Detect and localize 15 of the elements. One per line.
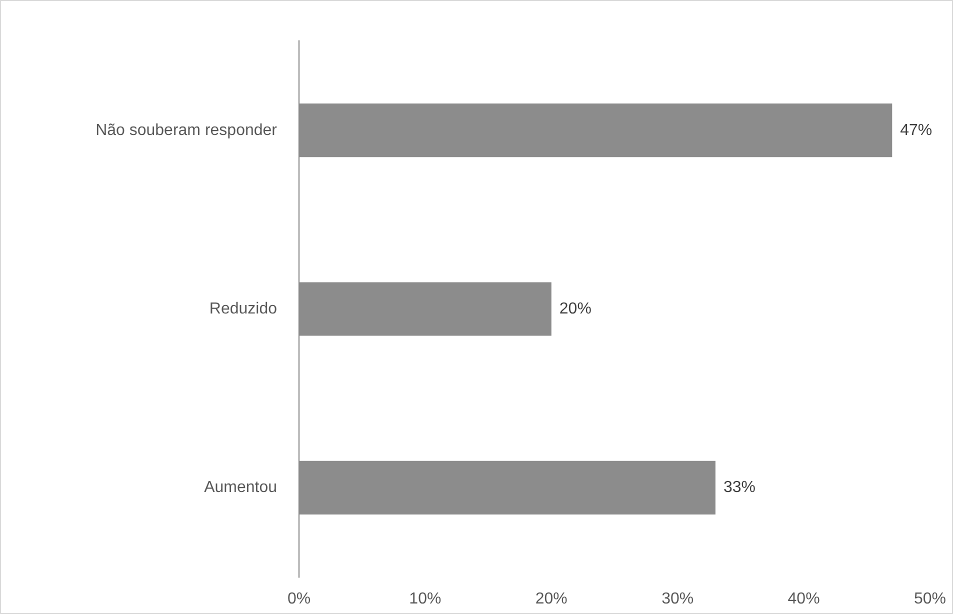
y-tick-label: Aumentou <box>204 479 277 496</box>
y-tick-label: Não souberam responder <box>96 122 278 139</box>
data-label: 47% <box>900 122 932 139</box>
data-label: 20% <box>559 300 592 318</box>
x-tick-label: 30% <box>662 590 694 608</box>
bar <box>299 282 552 336</box>
y-tick-label: Reduzido <box>209 300 278 318</box>
x-tick-label: 20% <box>535 590 568 608</box>
bar <box>299 460 716 514</box>
x-tick-label: 0% <box>287 590 311 608</box>
x-tick-label: 50% <box>914 590 946 608</box>
bar <box>299 104 892 158</box>
data-label: 33% <box>723 479 756 496</box>
x-tick-label: 40% <box>788 590 820 608</box>
x-tick-label: 10% <box>409 590 442 608</box>
